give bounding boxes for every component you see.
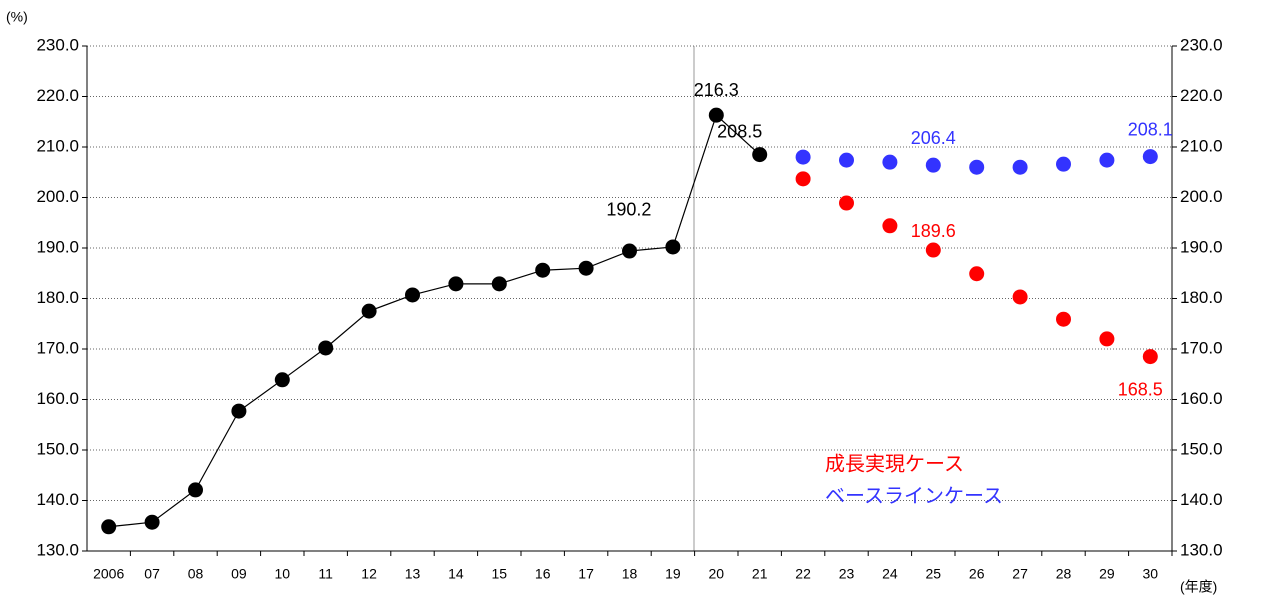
- data-point: [795, 171, 811, 187]
- y-axis-label: (%): [6, 9, 28, 25]
- data-point: [1142, 349, 1158, 365]
- data-point: [969, 266, 985, 282]
- x-tick-label: 27: [1012, 566, 1028, 582]
- x-tick-label: 30: [1143, 566, 1159, 582]
- x-tick-label: 11: [318, 566, 333, 582]
- x-tick-label: 21: [752, 566, 768, 582]
- y2-tick-label: 190.0: [1180, 237, 1223, 256]
- x-tick-label: 18: [622, 566, 638, 582]
- y-tick-label: 210.0: [36, 136, 79, 155]
- y2-tick-label: 220.0: [1180, 86, 1223, 105]
- x-tick-label: 14: [448, 566, 464, 582]
- y-tick-label: 140.0: [36, 490, 79, 509]
- y2-tick-label: 160.0: [1180, 389, 1223, 408]
- y-tick-label: 130.0: [36, 540, 79, 559]
- data-point: [1099, 152, 1115, 168]
- legend-label: 成長実現ケース: [825, 452, 964, 475]
- x-tick-label: 25: [926, 566, 942, 582]
- y-tick-label: 180.0: [36, 288, 79, 307]
- y2-tick-label: 150.0: [1180, 439, 1223, 458]
- data-point: [839, 152, 854, 168]
- value-label: 190.2: [606, 200, 651, 220]
- data-point: [665, 239, 681, 255]
- x-tick-label: 10: [275, 566, 291, 582]
- x-tick-label: 08: [188, 566, 204, 582]
- x-tick-label: 15: [492, 566, 508, 582]
- x-tick-label: 12: [361, 566, 377, 582]
- value-label: 189.6: [911, 221, 956, 241]
- legend-label: ベースラインケース: [825, 485, 1003, 507]
- value-label: 168.5: [1118, 379, 1163, 399]
- y-tick-label: 200.0: [36, 187, 79, 206]
- x-tick-label: 23: [839, 566, 855, 582]
- value-label: 216.3: [694, 80, 739, 100]
- x-tick-label: 16: [535, 566, 551, 582]
- y-tick-label: 220.0: [36, 86, 79, 105]
- data-point: [1142, 149, 1158, 165]
- data-point: [925, 157, 941, 173]
- y2-tick-label: 130.0: [1180, 540, 1223, 559]
- y-tick-label: 160.0: [36, 389, 79, 408]
- x-tick-label: 19: [665, 566, 681, 582]
- data-point: [795, 149, 811, 165]
- data-point: [1012, 159, 1028, 175]
- data-point: [274, 372, 290, 388]
- data-point: [622, 243, 637, 259]
- data-point: [405, 287, 420, 303]
- data-point: [361, 303, 377, 319]
- y2-tick-label: 210.0: [1180, 136, 1223, 155]
- x-tick-label: 09: [231, 566, 247, 582]
- data-point: [1056, 311, 1071, 327]
- data-point: [1056, 156, 1071, 172]
- data-point: [578, 260, 594, 276]
- y2-tick-label: 200.0: [1180, 187, 1223, 206]
- data-point: [1099, 331, 1115, 347]
- y2-tick-label: 170.0: [1180, 338, 1223, 357]
- data-point: [969, 159, 985, 175]
- x-tick-label: 29: [1099, 566, 1115, 582]
- data-point: [231, 403, 247, 419]
- y-tick-label: 150.0: [36, 439, 79, 458]
- data-point: [882, 154, 898, 170]
- data-point: [882, 218, 898, 234]
- value-label: 208.1: [1128, 119, 1173, 139]
- y-tick-label: 170.0: [36, 338, 79, 357]
- series-line: [108, 114, 761, 528]
- data-point: [925, 242, 941, 258]
- x-tick-label: 2006: [93, 566, 124, 582]
- x-axis-label: (年度): [1180, 579, 1217, 595]
- data-point: [491, 276, 507, 292]
- x-tick-label: 28: [1056, 566, 1072, 582]
- x-tick-label: 24: [882, 566, 898, 582]
- value-label: 206.4: [911, 128, 956, 148]
- data-point: [752, 147, 768, 163]
- y2-tick-label: 140.0: [1180, 490, 1223, 509]
- x-tick-label: 07: [144, 566, 160, 582]
- x-tick-label: 20: [709, 566, 725, 582]
- data-point: [535, 262, 551, 278]
- data-point: [708, 107, 724, 123]
- x-tick-label: 26: [969, 566, 985, 582]
- data-point: [144, 514, 160, 530]
- data-point: [188, 482, 203, 498]
- x-tick-label: 17: [578, 566, 594, 582]
- value-label: 208.5: [717, 121, 762, 141]
- data-point: [318, 340, 334, 356]
- data-point: [448, 276, 464, 292]
- data-point: [101, 519, 117, 535]
- data-point: [1012, 289, 1028, 305]
- y-tick-label: 230.0: [36, 35, 79, 54]
- x-tick-label: 13: [405, 566, 421, 582]
- y-tick-label: 190.0: [36, 237, 79, 256]
- y2-tick-label: 230.0: [1180, 35, 1223, 54]
- y2-tick-label: 180.0: [1180, 288, 1223, 307]
- data-point: [839, 195, 854, 211]
- x-tick-label: 22: [795, 566, 811, 582]
